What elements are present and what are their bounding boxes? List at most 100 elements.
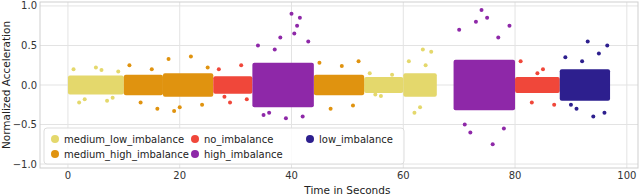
point	[150, 67, 154, 71]
chart: 0 20 40 60 80 100 −1.0 −0.5 0.0 0.5 1.0 Time in Sec…	[0, 0, 640, 196]
point	[597, 51, 601, 55]
legend-marker	[51, 150, 59, 158]
legend: medium_low_imbalance medium_high_imbalanc…	[44, 128, 404, 164]
point	[267, 111, 271, 115]
point	[245, 97, 249, 101]
point	[530, 100, 534, 104]
point	[200, 103, 204, 107]
point	[468, 130, 472, 134]
dense-band	[252, 63, 313, 107]
point	[457, 28, 461, 32]
legend-label: high_imbalance	[204, 149, 283, 161]
point	[217, 67, 221, 71]
legend-marker	[51, 135, 59, 143]
point	[317, 61, 321, 65]
point	[340, 64, 344, 68]
point	[239, 63, 243, 67]
point	[502, 126, 506, 130]
dense-band	[163, 73, 213, 97]
point	[491, 142, 495, 146]
dense-band	[213, 76, 252, 93]
y-axis-label: Normalized Acceleration	[0, 21, 12, 149]
dense-band	[515, 77, 560, 93]
x-tick-label: 100	[617, 170, 636, 181]
y-grid-line	[40, 124, 638, 125]
x-tick-label: 60	[397, 170, 410, 181]
point	[480, 8, 484, 12]
point	[72, 67, 76, 71]
point	[563, 55, 567, 59]
point	[357, 59, 361, 63]
x-tick-label: 0	[65, 170, 71, 181]
y-grid-line	[40, 5, 638, 6]
dense-band	[560, 69, 610, 101]
point	[167, 57, 171, 61]
dense-band	[364, 77, 403, 93]
point	[301, 115, 305, 119]
point	[105, 99, 109, 103]
x-tick-label: 80	[509, 170, 522, 181]
point	[306, 40, 310, 44]
dense-band	[124, 75, 163, 96]
y-tick-label: −1.0	[13, 159, 37, 170]
point	[541, 67, 545, 71]
point	[407, 59, 411, 63]
legend-marker	[191, 150, 199, 158]
point	[418, 105, 422, 109]
x-tick-label: 20	[173, 170, 186, 181]
point	[552, 103, 556, 107]
point	[273, 47, 277, 51]
point	[284, 116, 288, 120]
plot-frame	[40, 2, 638, 168]
point	[228, 100, 232, 104]
point	[605, 43, 609, 47]
point	[139, 100, 143, 104]
legend-label: no_imbalance	[204, 134, 273, 146]
point	[329, 107, 333, 111]
point	[485, 16, 489, 20]
point	[602, 111, 606, 115]
point	[94, 66, 98, 70]
point	[580, 59, 584, 63]
point	[535, 71, 539, 75]
legend-marker	[306, 135, 314, 143]
point	[222, 95, 226, 99]
legend-label: low_imbalance	[319, 134, 393, 146]
point	[429, 50, 433, 54]
point	[295, 24, 299, 28]
legend-box	[44, 128, 404, 164]
point	[463, 123, 467, 127]
point	[298, 16, 302, 20]
plot-background	[40, 2, 638, 168]
x-axis-label: Time in Seconds	[303, 184, 390, 196]
point	[189, 55, 193, 59]
point	[116, 70, 120, 74]
point	[507, 24, 511, 28]
point	[390, 73, 394, 77]
point	[519, 59, 523, 63]
y-tick-label: 0.0	[21, 80, 37, 91]
point	[99, 68, 103, 72]
legend-label: medium_high_imbalance	[64, 149, 189, 161]
point	[569, 103, 573, 107]
y-grid-line	[40, 45, 638, 46]
point	[83, 97, 87, 101]
point	[368, 71, 372, 75]
point	[206, 66, 210, 70]
point	[412, 111, 416, 115]
point	[575, 107, 579, 111]
point	[496, 36, 500, 40]
point	[289, 12, 293, 16]
y-tick-label: 0.5	[21, 40, 37, 51]
point	[155, 107, 159, 111]
point	[256, 43, 260, 47]
point	[591, 115, 595, 119]
point	[127, 63, 131, 67]
legend-label: medium_low_imbalance	[64, 134, 184, 146]
legend-marker	[191, 135, 199, 143]
y-tick-label: 1.0	[21, 0, 37, 11]
point	[586, 40, 590, 44]
x-tick-label: 40	[285, 170, 298, 181]
point	[474, 20, 478, 24]
y-tick-label: −0.5	[13, 119, 37, 130]
